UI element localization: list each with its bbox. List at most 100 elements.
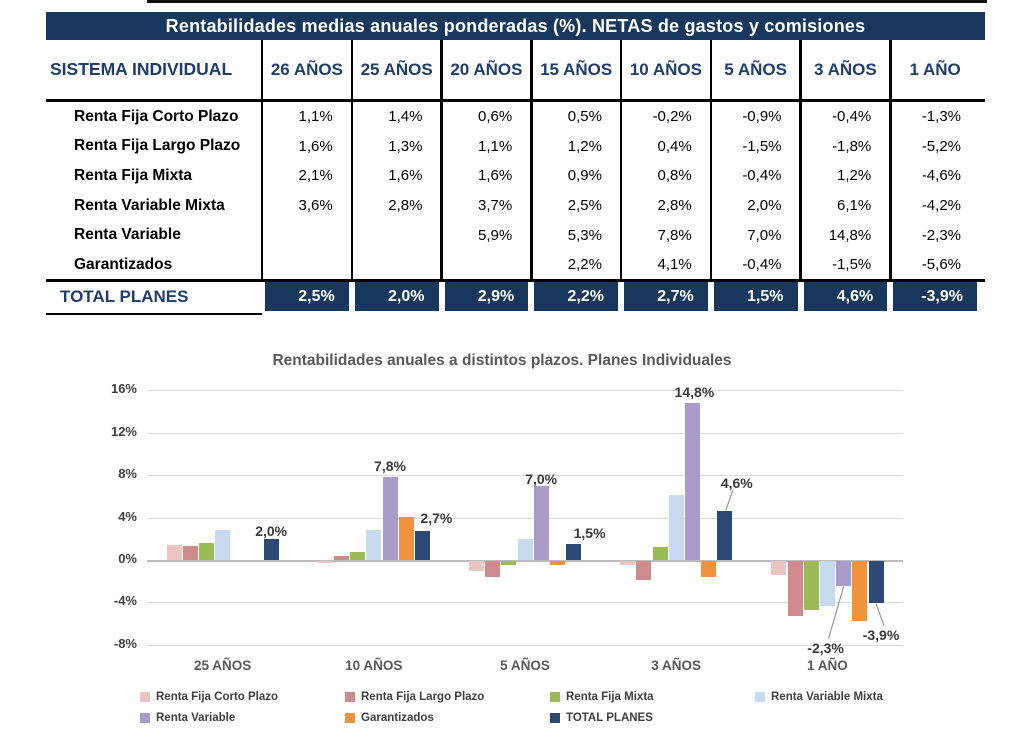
col-header: 20 AÑOS [450,59,523,79]
bar [166,545,182,560]
gridline [147,390,903,392]
row-label: Garantizados [74,255,173,273]
bar [787,561,803,617]
zero-axis-line [147,560,903,562]
legend-item: TOTAL PLANES [550,710,653,726]
cell-value: 6,1% [837,197,872,215]
legend-label: Renta Fija Mixta [566,691,654,703]
bar [317,561,333,564]
bar [198,543,214,560]
legend-marker [550,713,560,723]
cell-value: 0,6% [478,108,513,126]
cell-value: -2,3% [921,226,961,244]
x-axis-category-label: 10 AÑOS [345,658,403,673]
bar [868,561,884,603]
cell-value: -0,9% [742,108,782,126]
x-axis-category-label: 3 AÑOS [651,658,702,673]
y-axis-tick-label: 8% [118,466,137,482]
cell-value: 7,0% [747,226,782,244]
legend-label: Renta Variable [156,712,236,724]
row-label: Renta Fija Mixta [74,166,192,184]
bar [215,530,231,560]
bar [636,561,652,581]
cell-value: 5,3% [567,226,602,244]
bar-label: 2,7% [420,510,453,527]
bar [366,530,382,560]
total-label: TOTAL PLANES [60,286,189,306]
col-header: 15 AÑOS [540,59,613,79]
cell-value: 14,8% [828,226,872,244]
legend-marker [345,692,355,702]
legend-item: Garantizados [345,710,434,726]
legend-item: Renta Fija Mixta [550,689,654,705]
bar [517,538,533,560]
cell-value: 0,9% [567,167,602,185]
bar [533,485,549,560]
legend-marker [755,692,765,702]
column-divider-line [799,40,802,279]
cell-value: -1,5% [742,137,782,155]
bar-label: 1,5% [573,525,606,542]
cell-value: 2,5% [567,197,602,215]
legend-item: Renta Variable Mixta [755,689,883,705]
bar [668,495,684,560]
column-divider-line [889,40,892,279]
total-cell: 2,9% [444,282,529,311]
cell-value: 3,6% [298,197,333,215]
cell-value: 1,2% [837,167,872,185]
column-divider-line [440,40,443,279]
bar [382,477,398,560]
legend-marker [140,692,150,702]
cell-value: -5,2% [921,137,961,155]
bar [485,561,501,578]
bar [501,561,517,566]
row-label: Renta Variable Mixta [74,196,225,214]
total-cell: 1,5% [713,282,798,311]
cell-value: 0,4% [657,137,692,155]
cell-value: 1,1% [298,108,333,126]
corner-header: SISTEMA INDIVIDUAL [50,59,233,79]
cell-value: 7,8% [657,226,692,244]
column-divider-line [260,40,264,279]
x-axis-category-label: 25 AÑOS [193,658,252,673]
cell-value: 1,3% [388,137,423,155]
bar [771,561,787,575]
cell-value: 3,7% [478,197,513,215]
cell-value: 2,8% [388,197,423,215]
y-axis-tick-label: -8% [113,635,137,651]
column-divider-line [350,40,353,279]
legend-label: Renta Fija Largo Plazo [361,691,485,703]
total-cell: 4,6% [803,282,888,311]
bar [263,538,279,560]
bar-label: 4,6% [720,475,753,492]
row-label: Renta Fija Corto Plazo [74,107,239,125]
cell-value: -0,4% [832,108,872,126]
cell-value: 2,1% [298,167,333,185]
col-header: 25 AÑOS [360,59,433,79]
bar [684,403,700,560]
col-header: 5 AÑOS [724,59,787,79]
leader-lines-layer [725,490,885,639]
column-divider-line [619,40,623,279]
bar [398,516,414,560]
col-header: 10 AÑOS [629,59,702,79]
cell-value: 0,8% [657,167,692,185]
gridline [147,602,903,604]
legend-item: Renta Variable [140,710,235,726]
row-label: Renta Fija Largo Plazo [74,137,241,155]
bar [701,561,717,578]
total-cell: 2,2% [534,282,618,311]
total-cell: 2,0% [354,282,439,311]
y-axis-tick-label: 0% [118,551,137,566]
total-cell: -3,9% [893,282,977,311]
legend-marker [345,713,355,723]
y-axis-tick-label: 12% [110,423,137,439]
legend-marker [140,713,150,723]
cell-value: 5,9% [478,226,513,244]
cell-value: -1,8% [832,137,872,155]
bar [652,547,668,560]
x-axis-category-label: 1 AÑO [807,658,848,673]
header-underline [46,99,985,102]
column-divider-line [530,40,533,279]
